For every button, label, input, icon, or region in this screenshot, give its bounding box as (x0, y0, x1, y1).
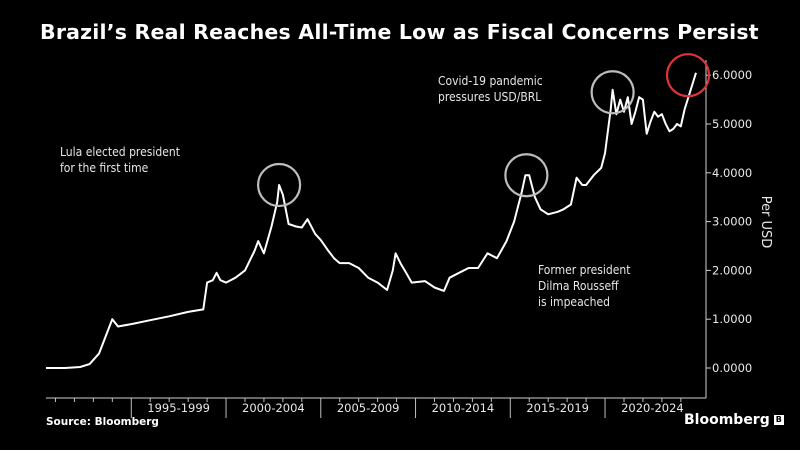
annotation-line: Dilma Rousseff (538, 279, 619, 293)
x-tick-group: 1995-1999 2000-2004 2005-2009 2010-2014 2015… (54, 398, 684, 418)
source-note: Source: Bloomberg (46, 416, 159, 428)
x-tick-label: 2010-2014 (432, 401, 495, 415)
y-tick-label: 5.0000 (712, 117, 752, 131)
x-tick-label: 1995-1999 (147, 401, 210, 415)
y-tick-label: 4.0000 (712, 166, 752, 180)
annotation-line: Former president (538, 263, 631, 277)
highlight-circle (504, 153, 549, 198)
bloomberg-logo: Bloomberg B (684, 412, 784, 428)
x-tick-label: 2015-2019 (526, 401, 589, 415)
y-tick-label: 6.0000 (712, 68, 752, 82)
highlight-group (256, 53, 711, 208)
chart-title: Brazil’s Real Reaches All-Time Low as Fi… (40, 20, 759, 44)
x-tick-label: 2020-2024 (621, 401, 684, 415)
x-tick-label: 2000-2004 (242, 401, 305, 415)
y-tick-label: 1.0000 (712, 312, 752, 326)
annotation-lula: Lula elected president for the first tim… (60, 144, 180, 176)
annotation-line: for the first time (60, 161, 149, 175)
record-low-highlight-circle (665, 53, 711, 98)
brand-name: Bloomberg (684, 412, 770, 428)
y-axis-label: Per USD (758, 196, 773, 249)
annotation-line: is impeached (538, 295, 610, 309)
series-line (46, 72, 697, 369)
annotation-covid: Covid-19 pandemic pressures USD/BRL (438, 73, 543, 105)
annotation-line: pressures USD/BRL (438, 90, 542, 104)
y-tick-label: 3.0000 (712, 215, 752, 229)
annotation-line: Covid-19 pandemic (438, 74, 543, 88)
highlight-circle (590, 70, 635, 115)
x-tick-label: 2005-2009 (337, 401, 400, 415)
y-tick-label: 0.0000 (712, 361, 752, 375)
y-tick-group: 0.0000 1.0000 2.0000 3.0000 4.0000 5.0000 6.00… (706, 68, 752, 375)
brand-mark-icon: B (773, 415, 784, 425)
y-tick-label: 2.0000 (712, 263, 752, 277)
highlight-circle (256, 162, 302, 208)
annotation-line: Lula elected president (60, 145, 180, 159)
annotation-impeachment: Former president Dilma Rousseff is impea… (538, 262, 631, 310)
